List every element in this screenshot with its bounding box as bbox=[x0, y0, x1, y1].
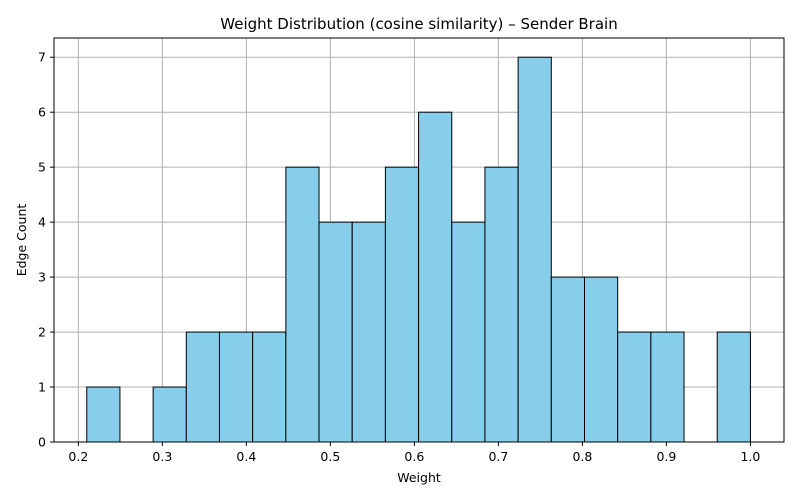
histogram-bar bbox=[650, 331, 685, 443]
chart-title: Weight Distribution (cosine similarity) … bbox=[220, 15, 617, 33]
x-tick-label: 0.9 bbox=[656, 449, 676, 464]
histogram-bar bbox=[384, 166, 420, 443]
y-tick-label: 2 bbox=[38, 325, 46, 340]
histogram-bar bbox=[716, 331, 751, 443]
y-tick-label: 3 bbox=[38, 270, 46, 285]
x-tick-label: 0.5 bbox=[320, 449, 340, 464]
x-tick-label: 0.2 bbox=[68, 449, 88, 464]
x-axis-label: Weight bbox=[397, 470, 441, 485]
histogram-bar bbox=[252, 331, 287, 443]
y-tick-label: 0 bbox=[38, 435, 46, 450]
x-axis-ticks: 0.2 0.3 0.4 0.5 0.6 0.7 0.8 0.9 1.0 bbox=[68, 442, 760, 464]
y-axis-ticks: 0 1 2 3 4 5 6 7 bbox=[38, 50, 54, 450]
histogram-bar bbox=[86, 386, 121, 443]
x-tick-label: 0.8 bbox=[572, 449, 592, 464]
histogram-bar bbox=[617, 331, 652, 443]
histogram-bar bbox=[451, 221, 486, 443]
x-tick-label: 0.4 bbox=[236, 449, 256, 464]
histogram-bar bbox=[152, 386, 187, 443]
histogram-bar bbox=[185, 331, 220, 443]
y-tick-label: 5 bbox=[38, 160, 46, 175]
histogram-bar bbox=[550, 276, 585, 443]
histogram-bar bbox=[484, 166, 519, 443]
histogram-bar bbox=[583, 276, 619, 443]
y-tick-label: 6 bbox=[38, 105, 46, 120]
x-tick-label: 0.6 bbox=[404, 449, 424, 464]
x-tick-label: 0.3 bbox=[152, 449, 172, 464]
histogram-bar bbox=[218, 331, 254, 443]
y-tick-label: 7 bbox=[38, 50, 46, 65]
y-axis-label: Edge Count bbox=[14, 204, 29, 277]
y-tick-label: 1 bbox=[38, 380, 46, 395]
bars bbox=[86, 56, 751, 443]
histogram-bar bbox=[418, 111, 453, 443]
histogram-bar bbox=[351, 221, 386, 443]
histogram-bar bbox=[285, 166, 320, 443]
histogram-bar bbox=[318, 221, 353, 443]
y-tick-label: 4 bbox=[38, 215, 46, 230]
x-tick-label: 1.0 bbox=[740, 449, 760, 464]
x-tick-label: 0.7 bbox=[488, 449, 508, 464]
plot-area-frame bbox=[53, 37, 785, 443]
histogram-bar bbox=[517, 56, 552, 443]
